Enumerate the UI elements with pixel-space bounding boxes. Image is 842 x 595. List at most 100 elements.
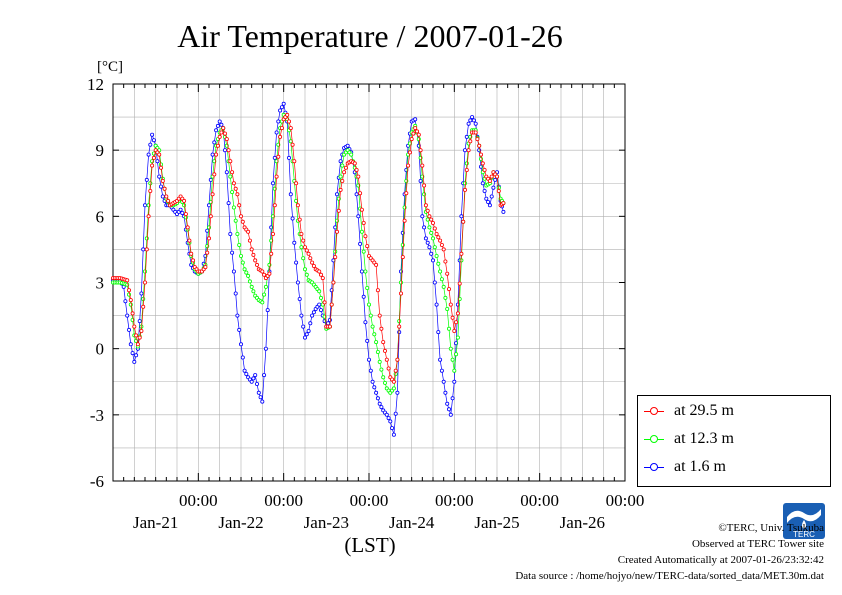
data-point xyxy=(386,366,391,371)
data-point xyxy=(134,333,139,338)
data-point xyxy=(473,121,478,126)
data-point xyxy=(382,380,387,385)
data-point xyxy=(128,298,133,303)
y-tick-label: 3 xyxy=(96,274,105,293)
data-point xyxy=(384,357,389,362)
data-point xyxy=(247,238,252,243)
data-point xyxy=(206,236,211,241)
series-at-29-5-m xyxy=(111,112,506,384)
data-point xyxy=(379,367,384,372)
data-point xyxy=(254,262,259,267)
data-point xyxy=(477,143,482,148)
legend-label-12-3m: at 12.3 m xyxy=(674,430,734,447)
data-point xyxy=(391,386,396,391)
data-point xyxy=(125,313,130,318)
data-point xyxy=(317,289,322,294)
data-point xyxy=(450,357,455,362)
data-point xyxy=(224,170,229,175)
data-point xyxy=(240,355,245,360)
data-point xyxy=(377,313,382,318)
data-point xyxy=(292,159,297,164)
data-point xyxy=(430,220,435,225)
x-tick-time-label: 00:00 xyxy=(350,491,389,510)
data-point xyxy=(320,276,325,281)
data-point xyxy=(219,122,224,127)
data-point xyxy=(365,285,370,290)
data-point xyxy=(429,217,434,222)
data-point xyxy=(249,247,254,252)
logo-text: TERC xyxy=(793,530,815,539)
data-point xyxy=(468,139,473,144)
data-point xyxy=(182,198,187,203)
data-point xyxy=(331,280,336,285)
x-tick-date-label: Jan-25 xyxy=(474,513,519,532)
data-point xyxy=(493,177,498,182)
data-point xyxy=(423,236,428,241)
x-tick-date-label: Jan-24 xyxy=(389,513,435,532)
data-point xyxy=(388,419,393,424)
data-point xyxy=(135,342,140,347)
data-point xyxy=(185,225,190,230)
data-point xyxy=(308,256,313,261)
data-point xyxy=(439,242,444,247)
data-point xyxy=(262,373,267,378)
x-tick-date-label: Jan-23 xyxy=(304,513,349,532)
data-point xyxy=(166,198,171,203)
data-point xyxy=(462,148,467,153)
data-point xyxy=(363,320,368,325)
grid-lines xyxy=(112,83,626,482)
data-point xyxy=(489,174,494,179)
data-point xyxy=(462,187,467,192)
data-point xyxy=(482,167,487,172)
data-point xyxy=(142,203,147,208)
data-point xyxy=(434,302,439,307)
data-point xyxy=(349,152,354,157)
data-point xyxy=(162,186,167,191)
data-point xyxy=(235,231,240,236)
data-point xyxy=(297,296,302,301)
data-point xyxy=(363,234,368,239)
x-tick-date-label: Jan-22 xyxy=(218,513,263,532)
data-point xyxy=(295,203,300,208)
data-point xyxy=(157,174,162,179)
data-point xyxy=(359,207,364,212)
series-group xyxy=(111,101,506,437)
data-point xyxy=(400,255,405,260)
data-point xyxy=(189,251,194,256)
data-point xyxy=(311,310,316,315)
data-point xyxy=(301,256,306,261)
data-point xyxy=(270,181,275,186)
data-point xyxy=(157,152,162,157)
data-point xyxy=(178,207,183,212)
data-point xyxy=(379,405,384,410)
data-point xyxy=(190,258,195,263)
data-point xyxy=(148,181,153,186)
data-point xyxy=(274,130,279,135)
data-point xyxy=(466,148,471,153)
data-point xyxy=(365,338,370,343)
data-point xyxy=(292,240,297,245)
data-point xyxy=(464,161,469,166)
y-tick-label: 6 xyxy=(96,207,105,226)
data-point xyxy=(262,292,267,297)
data-point xyxy=(432,280,437,285)
data-point xyxy=(317,302,322,307)
data-point xyxy=(439,277,444,282)
data-point xyxy=(294,260,299,265)
data-point xyxy=(222,131,227,136)
data-point xyxy=(123,299,128,304)
data-point xyxy=(486,199,491,204)
data-point xyxy=(244,270,249,275)
data-point xyxy=(276,154,281,159)
data-point xyxy=(237,203,242,208)
data-point xyxy=(423,203,428,208)
data-point xyxy=(214,128,219,133)
data-point xyxy=(327,317,332,322)
data-point xyxy=(432,226,437,231)
data-point xyxy=(212,172,217,177)
data-point xyxy=(247,279,252,284)
legend-item-1-6m: at 1.6 m xyxy=(638,457,828,479)
data-point xyxy=(436,330,441,335)
data-point xyxy=(228,159,233,164)
data-point xyxy=(242,267,247,272)
